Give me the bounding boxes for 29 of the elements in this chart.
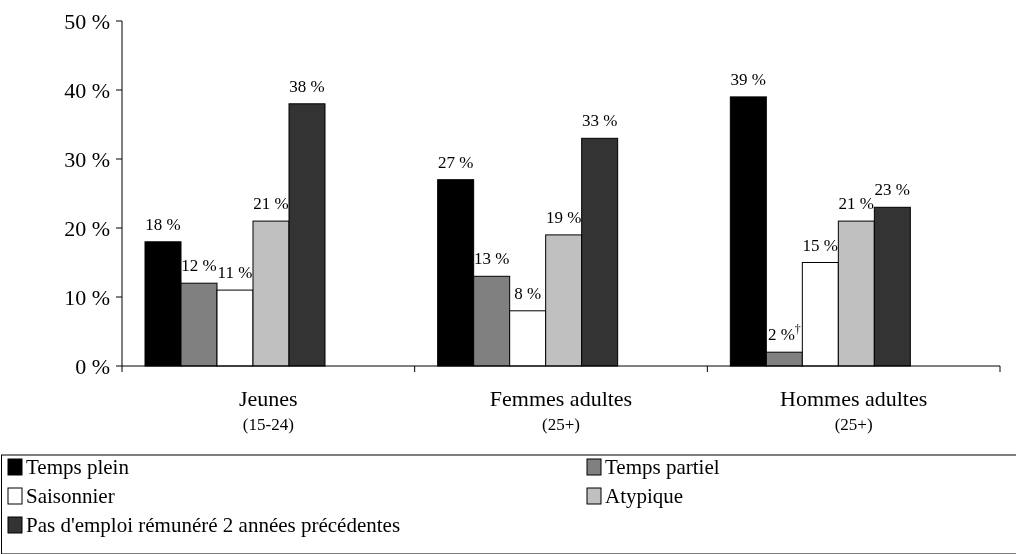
- data-label: 27 %: [437, 152, 474, 172]
- data-label: 21 %: [253, 194, 289, 214]
- data-label: 19 %: [545, 207, 582, 227]
- legend-label: Atypique: [605, 484, 684, 509]
- legend-label: Pas d'emploi rémunéré 2 années précédentes: [26, 513, 401, 538]
- data-label: 13 %: [473, 249, 510, 269]
- y-tick-label: 40 %: [64, 77, 110, 103]
- x-tick-label: Jeunes (15-24): [239, 386, 298, 434]
- y-tick-label: 10 %: [64, 284, 110, 310]
- x-tick-label: Femmes adultes (25+): [489, 386, 633, 434]
- data-label: 33 %: [581, 111, 618, 131]
- data-label: 18 %: [145, 214, 181, 234]
- y-tick-label: 0 %: [75, 353, 110, 379]
- data-label: 8 %: [514, 283, 542, 303]
- legend-label: Temps partiel: [605, 455, 720, 480]
- y-tick-label: 30 %: [64, 146, 110, 172]
- legend-label: Temps plein: [26, 455, 130, 480]
- data-label: 15 %: [802, 235, 839, 255]
- data-label: 23 %: [874, 180, 911, 200]
- data-label: 11 %: [217, 263, 253, 283]
- data-label: 21 %: [838, 194, 875, 214]
- data-label: 2 %$^{†}$: [767, 322, 801, 345]
- data-label: 38 %: [289, 76, 325, 96]
- y-tick-label: 50 %: [64, 8, 110, 34]
- x-tick-label: Hommes adultes (25+): [780, 386, 928, 434]
- legend-label: Saisonnier: [26, 484, 115, 509]
- y-tick-label: 20 %: [64, 215, 110, 241]
- data-label: 12 %: [181, 256, 217, 276]
- data-label: 39 %: [730, 69, 767, 89]
